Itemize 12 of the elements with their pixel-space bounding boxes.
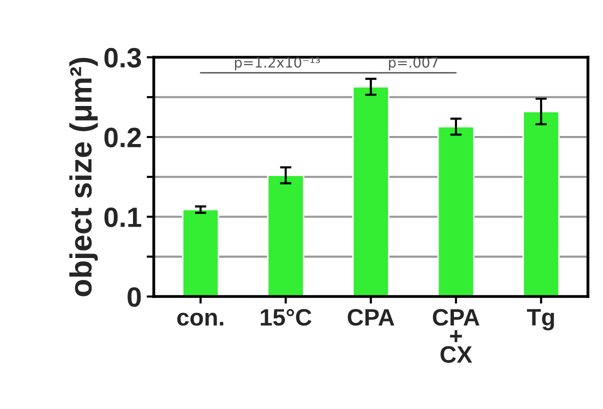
y-axis-title: object size (μm²) [69, 58, 98, 296]
x-tick-label: CPA [348, 308, 394, 326]
x-tick-label: CPA + CX [432, 308, 480, 363]
y-tick-label: 0.1 [104, 207, 142, 228]
y-tick-label: 0.2 [104, 128, 141, 148]
x-tick-label: Tg [526, 309, 554, 330]
annotation: p=.007 [388, 57, 438, 70]
y-tick-label: 0 [128, 287, 141, 307]
x-tick-label: con. [177, 312, 224, 326]
y-tick-label: 0.3 [104, 48, 141, 68]
annotation: p=1.2x10⁻¹³ [235, 57, 320, 70]
x-tick-label: 15°C [260, 308, 312, 326]
